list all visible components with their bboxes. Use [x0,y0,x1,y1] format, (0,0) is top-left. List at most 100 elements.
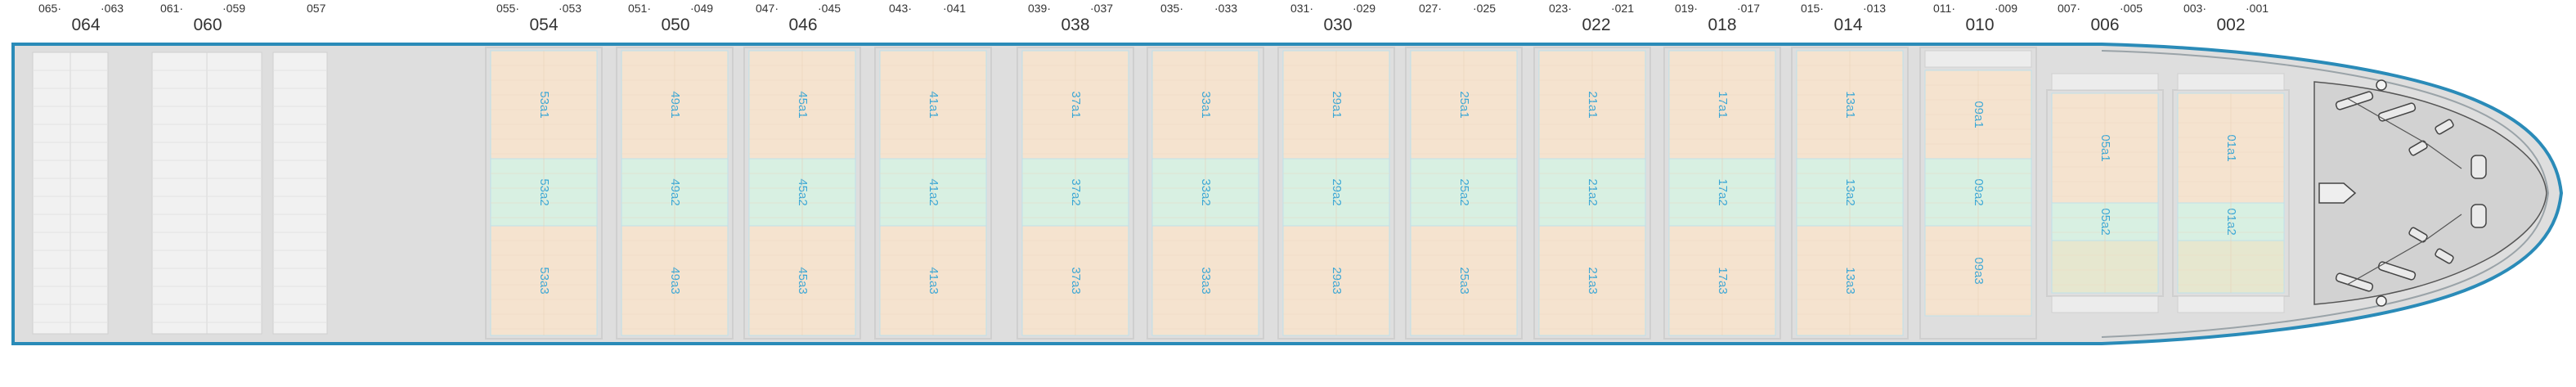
bay-label: 057 [307,2,326,15]
hold-slot-label: 09a3 [1972,257,1986,284]
hold-slot-label: 41a3 [927,267,940,294]
hold-slot-label: 33a3 [1199,267,1213,294]
bay-label-left: 035· [1160,2,1183,15]
bay-label-right: ·013 [1863,2,1886,15]
bay-label-right: ·053 [559,2,581,15]
bay-label-left: 015· [1801,2,1824,15]
mooring-fittings-bottom [2335,204,2487,292]
hatch-frame [874,47,992,340]
hatch-cover-bottom [2177,295,2285,313]
cargo-hold: 01a1 01a2 [2172,73,2290,313]
bay-label-main: 018 [1708,16,1736,34]
hold-slot-label: 21a3 [1586,267,1600,294]
bay-label-left: 023· [1549,2,1572,15]
hold-slot-label: 41a1 [927,91,940,118]
hold-slot-label: 53a2 [537,178,551,205]
hold-slot-label: 45a2 [796,178,810,205]
hold-slot-label: 13a3 [1843,267,1857,294]
hold-slot-label: 09a2 [1972,178,1986,205]
hold-slot-label: 13a2 [1843,178,1857,205]
bow-bollard-bottom [2376,295,2387,307]
bay-label-main: 002 [2216,16,2245,34]
bay-label: 027· ·025 [1419,2,1496,15]
bay-label-main: 030 [1323,16,1352,34]
hold-slot-label: 41a2 [927,178,940,205]
cargo-hold: 53a1 53a2 53a3 [485,47,603,340]
hatch-frame [1147,47,1264,340]
hold-slot-label: 29a2 [1330,178,1344,205]
hold-slot-label: 01a1 [2224,134,2238,161]
hold-slot-label: 53a1 [537,91,551,118]
bay-label-left: 055· [496,2,519,15]
bay-label-right: ·001 [2246,2,2269,15]
bay-label-main: 050 [661,16,689,34]
hold-slot-label: 17a1 [1716,91,1730,118]
cargo-hold: 21a1 21a2 21a3 [1533,47,1651,340]
hold-slot-label: 45a3 [796,267,810,294]
hatch-cover-top [2051,73,2159,91]
bow-deck-outline [2313,81,2547,305]
bow-bollard-top [2376,79,2387,91]
cargo-hold: 17a1 17a2 17a3 [1663,47,1781,340]
bow-equipment [2313,79,2547,307]
bay-label-right: ·045 [818,2,841,15]
cargo-hold: 29a1 29a2 29a3 [1277,47,1395,340]
aft-deck-area [32,52,328,335]
hold-slot-label: 49a1 [668,91,682,118]
bay-label-left: 007· [2058,2,2080,15]
bay-label-left: 043· [889,2,912,15]
bay-label-left: 031· [1290,2,1313,15]
hatch-frame [485,47,603,340]
bay-label-main: 046 [788,16,817,34]
bay-label-left: 065· [38,2,61,15]
hull-inner-line [2101,50,2550,338]
aft-bay-block [151,52,263,335]
hold-slot-label: 37a3 [1069,267,1083,294]
hatch-frame [616,47,734,340]
cargo-hold: 25a1 25a2 25a3 [1405,47,1523,340]
hold-slot-label: 13a1 [1843,91,1857,118]
hatch-frame [1791,47,1909,340]
hold-slot-label: 05a2 [2098,208,2112,235]
bay-label-main: 006 [2090,16,2119,34]
hatch-frame [1533,47,1651,340]
bay-label-right: ·017 [1737,2,1760,15]
hatch-frame [743,47,861,340]
bay-label-left: 039· [1028,2,1051,15]
hatch-frame [1277,47,1395,340]
bay-label-main: 022 [1582,16,1610,34]
hold-slot-label: 33a2 [1199,178,1213,205]
hatch-cover-bottom [2051,295,2159,313]
bay-label-main: 014 [1833,16,1862,34]
aft-bay-block [272,52,328,335]
bow-chain-lines [2346,97,2462,286]
bay-label-right: ·009 [1995,2,2017,15]
hold-slot-label: 21a2 [1586,178,1600,205]
hold-slot-label: 25a3 [1457,267,1471,294]
hatch-cover-top [2177,73,2285,91]
hold-slot-label: 05a1 [2098,134,2112,161]
bay-label-left: 011· [1933,2,1955,15]
hold-slot-label: 17a3 [1716,267,1730,294]
bay-label-right: 057 [307,2,326,15]
bay-label-main: 010 [1965,16,1994,34]
hatch-frame [1919,47,2037,340]
hold-slot-label: 37a1 [1069,91,1083,118]
cargo-hold: 49a1 49a2 49a3 [616,47,734,340]
hold-slot-label: 49a2 [668,178,682,205]
hold-slot-label: 49a3 [668,267,682,294]
hold-slot-label: 45a1 [796,91,810,118]
cargo-hold: 13a1 13a2 13a3 [1791,47,1909,340]
bay-label-main: 038 [1061,16,1089,34]
bay-label-left: 061· [160,2,183,15]
